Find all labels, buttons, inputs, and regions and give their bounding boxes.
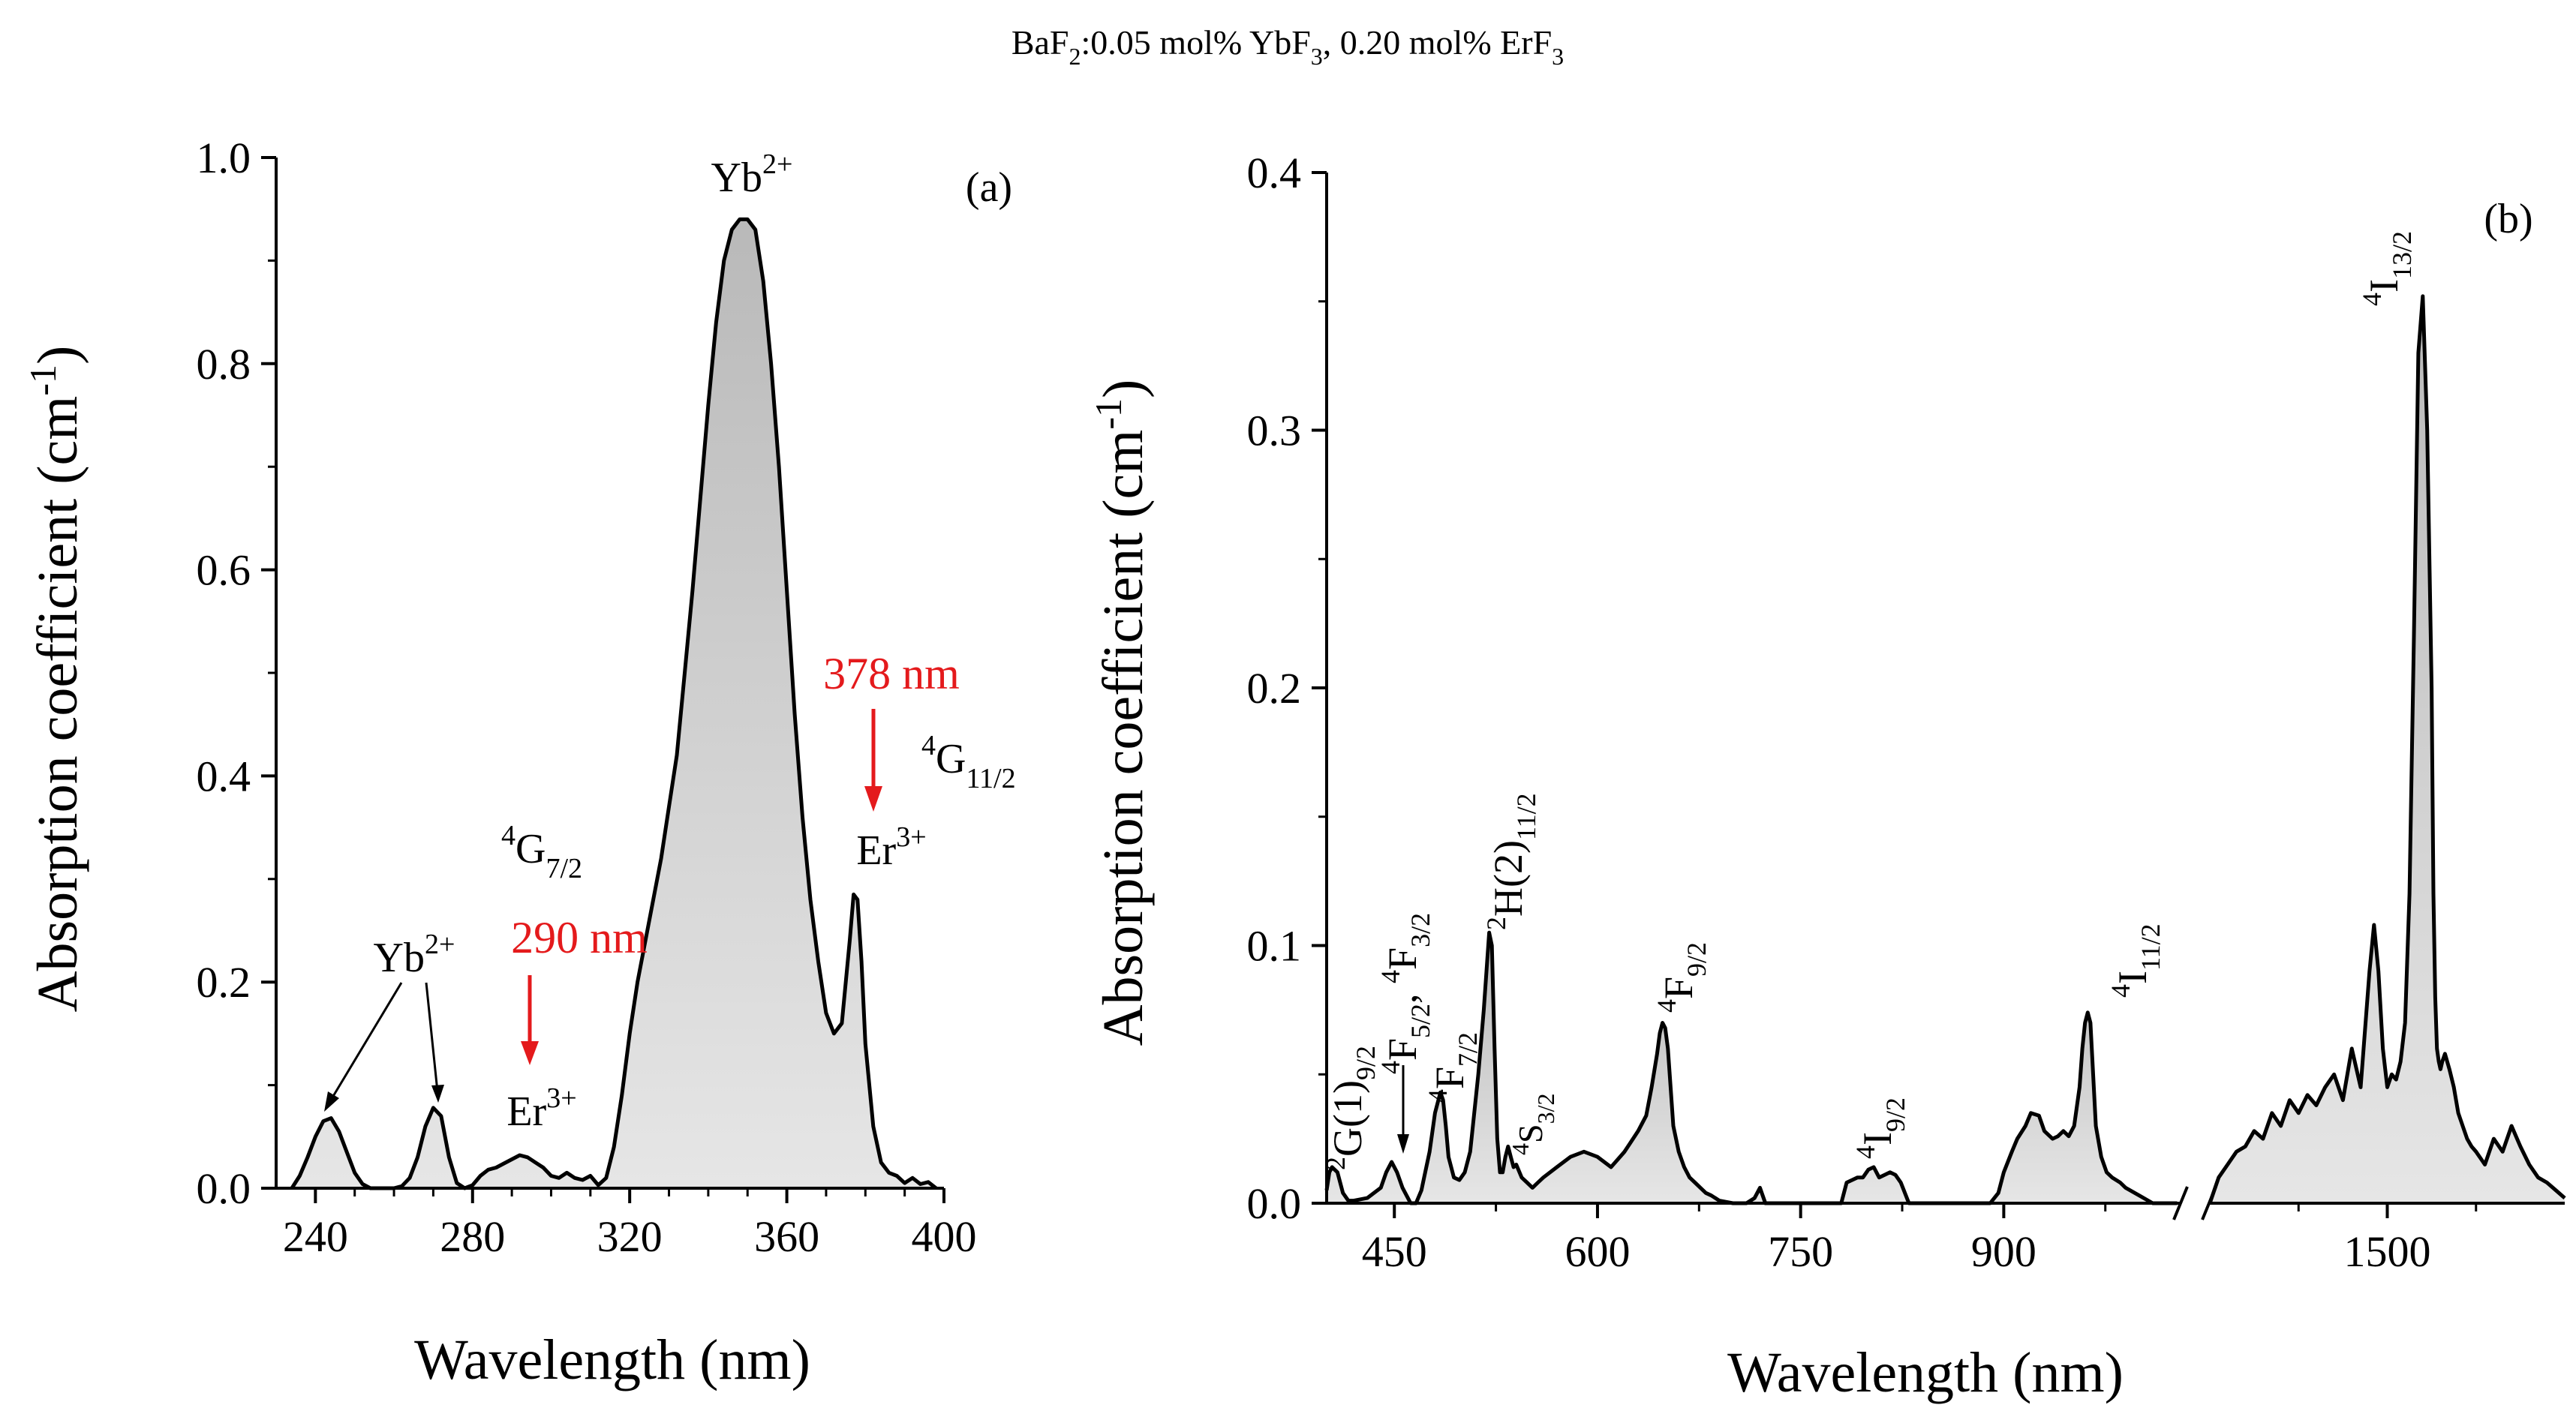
panel-b-x-tick-label: 900: [1971, 1227, 2036, 1276]
panel-b-x-tick-label: 750: [1768, 1227, 1833, 1276]
arrowhead-378nm: [864, 786, 882, 812]
panel-b-x-tick-label: 600: [1565, 1227, 1630, 1276]
panel-b-y-tick-label: 0.2: [1247, 664, 1302, 713]
panel-a-y-tick-label: 0.2: [197, 958, 251, 1007]
panel-a-curve: [290, 217, 938, 1190]
panel-b-y-tick-label: 0.3: [1247, 407, 1302, 455]
arrowhead-yb2-left: [324, 1091, 339, 1112]
annot-290nm: 290 nm: [511, 913, 648, 962]
panel-b-x-tick-label: 450: [1362, 1227, 1427, 1276]
arrowhead-yb2-right: [431, 1085, 444, 1103]
arrowhead-290nm: [521, 1041, 539, 1065]
panel-a: 240 280 320 360 400 0.0 0.2 0.4 0.6 0.8 1.0 (a) Wa…: [22, 134, 1016, 1391]
panel-a-x-tick-label: 320: [597, 1212, 663, 1261]
arrow-yb2-right: [425, 982, 439, 1092]
panel-b-x-tick-label: 1500: [2344, 1227, 2431, 1276]
panel-a-y-tick-label: 0.6: [197, 546, 251, 595]
panel-a-xlabel: Wavelength (nm): [414, 1328, 810, 1391]
annot-er3-378: Er3+: [856, 821, 926, 874]
annot-2g1-92: 2G(1)9/2: [1321, 1046, 1381, 1170]
annot-4i112: 4I11/2: [2106, 923, 2166, 998]
panel-b-axis-break-mark: [2172, 1186, 2189, 1220]
annot-4i132: 4I13/2: [2357, 231, 2417, 306]
panel-b-ylabel: Absorption coefficient (cm-1): [1087, 380, 1155, 1046]
panel-a-axes: 240 280 320 360 400 0.0 0.2 0.4 0.6 0.8 1.0: [197, 134, 977, 1261]
panel-a-x-tick-label: 280: [440, 1212, 505, 1261]
panel-a-x-tick-label: 360: [754, 1212, 819, 1261]
annot-4g112: 4G11/2: [921, 730, 1016, 794]
panel-b-axes: 450 600 750 900 1500 0.0 0.1 0.2 0.3 0.4: [1247, 149, 2565, 1276]
annot-4i92: 4I9/2: [1850, 1097, 1910, 1159]
annot-4f52-4f32: 4F5/2, 4F3/2: [1375, 913, 1435, 1074]
annot-er3-290: Er3+: [506, 1082, 576, 1135]
annot-2h2-112: 2H(2)11/2: [1481, 793, 1541, 930]
panel-a-x-tick-label: 400: [912, 1212, 977, 1261]
panel-b-y-tick-label: 0.0: [1247, 1179, 1302, 1228]
panel-b: 450 600 750 900 1500 0.0 0.1 0.2 0.3 0.4 (b) Wave…: [1087, 149, 2566, 1404]
annot-yb2-main: Yb2+: [711, 149, 793, 201]
panel-a-y-tick-label: 0.8: [197, 340, 251, 389]
panel-b-label: (b): [2484, 196, 2532, 242]
arrowhead-4f52: [1397, 1134, 1409, 1154]
panel-a-y-tick-label: 1.0: [197, 134, 251, 182]
panel-b-y-tick-label: 0.4: [1247, 149, 1302, 197]
annot-yb2-small: Yb2+: [374, 929, 455, 981]
panel-a-area: [291, 219, 936, 1188]
panel-a-x-tick-label: 240: [283, 1212, 348, 1261]
annot-378nm: 378 nm: [823, 649, 960, 698]
panel-b-area-ir: [2210, 296, 2565, 1203]
arrow-yb2-left: [329, 982, 403, 1102]
panel-a-label: (a): [966, 164, 1012, 211]
panel-a-y-tick-label: 0.4: [197, 752, 251, 800]
annot-4f92: 4F9/2: [1652, 942, 1712, 1013]
panel-b-curve-ir: [2208, 294, 2566, 1204]
annot-4s32: 4S3/2: [1507, 1094, 1559, 1155]
panel-b-curve-visible: [1324, 930, 2178, 1205]
panel-b-area-visible: [1327, 932, 2178, 1203]
panel-b-axis-break-mark: [2201, 1186, 2217, 1220]
panel-b-y-tick-label: 0.1: [1247, 922, 1302, 971]
annot-4g72: 4G7/2: [501, 820, 582, 884]
panel-a-ylabel: Absorption coefficient (cm-1): [22, 346, 89, 1013]
panel-b-xlabel: Wavelength (nm): [1727, 1341, 2124, 1404]
annot-4f72: 4F7/2: [1423, 1032, 1483, 1103]
figure-title: BaF2:0.05 mol% YbF3, 0.20 mol% ErF3: [1011, 23, 1564, 70]
panel-a-y-tick-label: 0.0: [197, 1164, 251, 1213]
